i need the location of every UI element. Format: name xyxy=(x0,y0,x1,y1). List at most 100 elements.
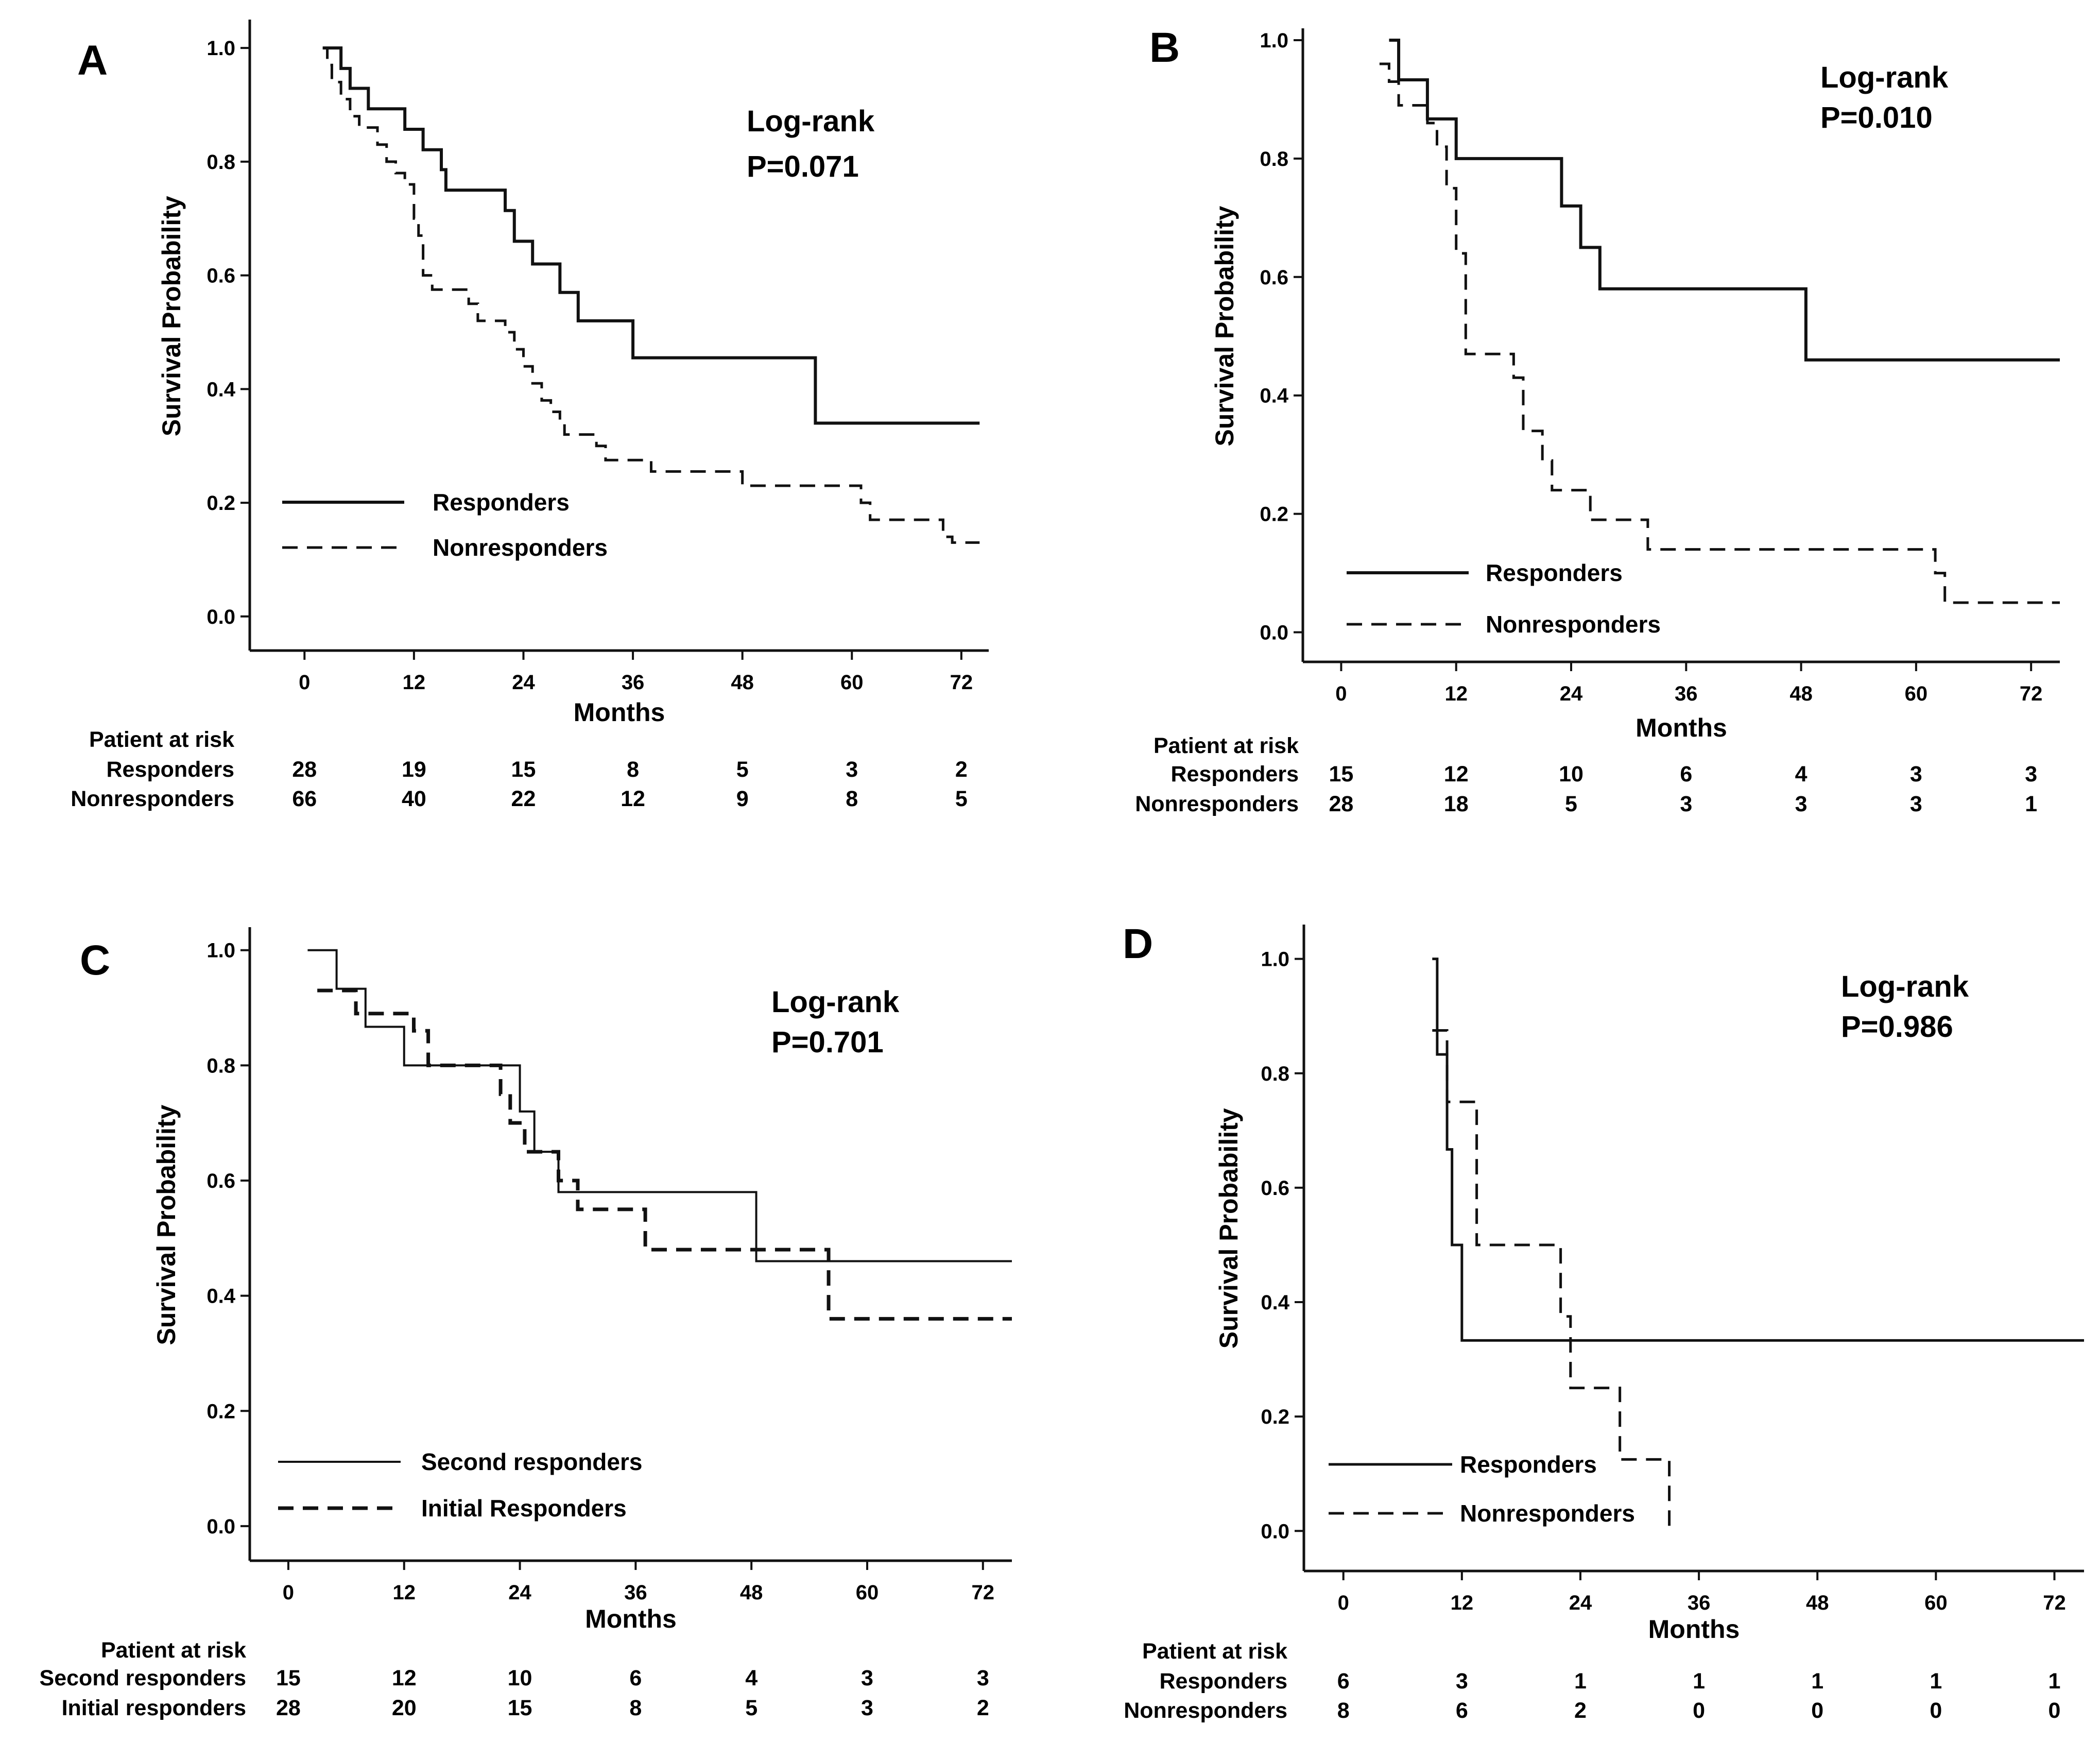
y-tick-label: 0.2 xyxy=(1260,503,1288,526)
risk-value: 3 xyxy=(846,757,858,782)
x-tick-label: 60 xyxy=(1905,682,1928,705)
risk-value: 6 xyxy=(629,1666,642,1690)
risk-value: 9 xyxy=(736,787,749,811)
x-tick-label: 60 xyxy=(840,671,864,694)
risk-value: 6 xyxy=(1456,1698,1468,1723)
y-tick-label: 1.0 xyxy=(1260,29,1288,52)
risk-value: 8 xyxy=(846,787,858,811)
risk-row-label: Nonresponders xyxy=(1135,792,1299,816)
risk-value: 3 xyxy=(1910,792,1922,816)
y-tick-label: 0.0 xyxy=(1261,1520,1289,1543)
x-tick-label: 48 xyxy=(1789,682,1813,705)
risk-value: 3 xyxy=(2025,762,2037,787)
panel-letter: B xyxy=(1149,24,1180,71)
risk-value: 0 xyxy=(1930,1698,1942,1723)
y-tick-label: 1.0 xyxy=(206,940,235,962)
risk-value: 15 xyxy=(1329,762,1354,787)
y-tick-label: 0.8 xyxy=(206,151,235,174)
km-curve-dashed xyxy=(1432,1029,1671,1531)
y-axis-title: Survival Probability xyxy=(152,1105,181,1345)
risk-value: 1 xyxy=(2025,792,2037,816)
y-tick-label: 0.4 xyxy=(1260,385,1288,407)
logrank-pvalue: P=0.010 xyxy=(1820,101,1933,134)
risk-value: 5 xyxy=(955,787,968,811)
risk-value: 18 xyxy=(1444,792,1469,816)
risk-value: 20 xyxy=(392,1696,417,1720)
x-tick-label: 72 xyxy=(972,1581,995,1604)
risk-value: 4 xyxy=(745,1666,758,1690)
x-tick-label: 36 xyxy=(1688,1592,1711,1614)
risk-value: 40 xyxy=(402,787,426,811)
x-axis-title: Months xyxy=(574,698,665,727)
risk-row-label: Responders xyxy=(1159,1669,1287,1694)
risk-value: 1 xyxy=(1930,1669,1942,1694)
panel-letter: A xyxy=(77,37,108,84)
risk-value: 3 xyxy=(861,1666,873,1690)
x-axis-title: Months xyxy=(585,1604,677,1633)
risk-value: 0 xyxy=(1811,1698,1823,1723)
panel-letter: D xyxy=(1123,920,1153,967)
y-tick-label: 1.0 xyxy=(1261,948,1289,971)
risk-row-label: Nonresponders xyxy=(71,787,234,811)
y-axis-title: Survival Probability xyxy=(1214,1108,1243,1348)
chart-panel-d: D0.00.20.40.60.81.00 12 24 36 48 60 72MonthsSu… xyxy=(1123,920,2084,1723)
logrank-pvalue: P=0.986 xyxy=(1841,1010,1953,1044)
risk-value: 2 xyxy=(955,757,968,782)
y-tick-label: 0.2 xyxy=(206,492,235,515)
risk-value: 8 xyxy=(627,757,639,782)
y-tick-label: 0.4 xyxy=(206,378,235,401)
x-axis-title: Months xyxy=(1636,713,1727,742)
risk-value: 12 xyxy=(621,787,645,811)
risk-value: 4 xyxy=(1795,762,1808,787)
risk-value: 8 xyxy=(1337,1698,1350,1723)
risk-row-label: Nonresponders xyxy=(1124,1698,1287,1723)
chart-panel-b: B0.00.20.40.60.81.00 12 24 36 48 60 72MonthsSu… xyxy=(1135,24,2060,816)
y-axis-title: Survival Probability xyxy=(157,196,186,436)
risk-value: 12 xyxy=(1444,762,1469,787)
x-tick-label: 12 xyxy=(403,671,426,694)
legend-label: Initial Responders xyxy=(421,1495,627,1522)
x-tick-label: 0 xyxy=(1338,1592,1349,1614)
risk-value: 10 xyxy=(508,1666,532,1690)
x-tick-label: 72 xyxy=(2020,682,2043,705)
y-tick-label: 0.8 xyxy=(206,1054,235,1077)
risk-value: 2 xyxy=(977,1696,989,1720)
km-curve-dashed xyxy=(1379,62,2060,604)
x-tick-label: 12 xyxy=(392,1581,416,1604)
x-tick-label: 48 xyxy=(740,1581,763,1604)
x-tick-label: 48 xyxy=(1806,1592,1829,1614)
risk-value: 2 xyxy=(1574,1698,1587,1723)
risk-value: 3 xyxy=(1680,792,1692,816)
km-curve-dashed xyxy=(317,988,1012,1321)
risk-row-label: Responders xyxy=(1171,762,1299,787)
y-tick-label: 0.0 xyxy=(206,1515,235,1538)
y-tick-label: 0.0 xyxy=(206,606,235,628)
risk-value: 0 xyxy=(2049,1698,2061,1723)
risk-value: 3 xyxy=(1795,792,1808,816)
x-tick-label: 12 xyxy=(1444,682,1468,705)
x-tick-label: 0 xyxy=(283,1581,294,1604)
risk-value: 10 xyxy=(1559,762,1583,787)
legend-label: Second responders xyxy=(421,1448,642,1475)
y-tick-label: 0.4 xyxy=(206,1285,235,1308)
logrank-pvalue: P=0.071 xyxy=(747,150,859,183)
risk-value: 6 xyxy=(1680,762,1692,787)
risk-value: 5 xyxy=(1565,792,1577,816)
risk-row-label: Responders xyxy=(106,757,234,782)
risk-row-label: Second responders xyxy=(40,1666,246,1690)
legend-label: Responders xyxy=(1460,1451,1597,1478)
risk-value: 0 xyxy=(1693,1698,1705,1723)
y-tick-label: 0.8 xyxy=(1260,148,1288,170)
y-axis-title: Survival Probability xyxy=(1210,206,1239,447)
legend-label: Nonresponders xyxy=(1460,1500,1635,1527)
risk-value: 12 xyxy=(392,1666,417,1690)
risk-table-title: Patient at risk xyxy=(1142,1639,1287,1664)
risk-value: 15 xyxy=(276,1666,301,1690)
x-tick-label: 24 xyxy=(1569,1592,1592,1614)
x-tick-label: 36 xyxy=(622,671,645,694)
legend-label: Nonresponders xyxy=(1486,611,1661,638)
risk-value: 22 xyxy=(511,787,536,811)
risk-value: 1 xyxy=(2049,1669,2061,1694)
risk-row-label: Initial responders xyxy=(62,1696,246,1720)
